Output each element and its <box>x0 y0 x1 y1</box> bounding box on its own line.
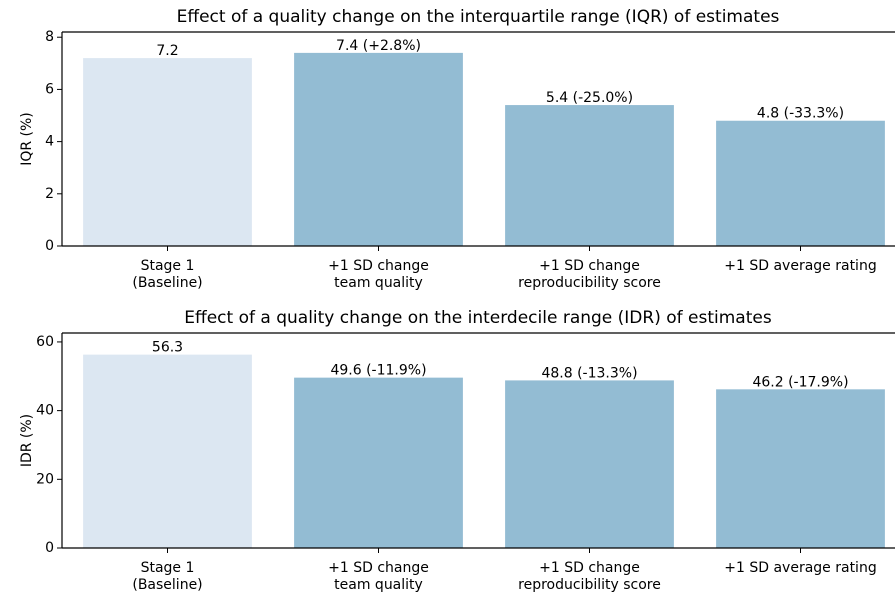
bar <box>716 389 885 548</box>
data-label: 46.2 (-17.9%) <box>752 374 848 390</box>
x-tick-label: +1 SD average rating <box>724 560 876 576</box>
y-tick-label: 6 <box>45 81 54 97</box>
y-tick-label: 0 <box>45 238 54 254</box>
x-tick-label: +1 SD average rating <box>724 258 876 274</box>
x-tick-label: team quality <box>334 577 423 593</box>
x-tick-label: Stage 1 <box>141 258 195 274</box>
x-tick-label: reproducibility score <box>518 577 661 593</box>
bar <box>505 380 674 548</box>
data-label: 7.2 <box>156 43 178 59</box>
x-tick-label: reproducibility score <box>518 275 661 291</box>
x-tick-label: +1 SD change <box>328 258 429 274</box>
bar <box>294 377 463 548</box>
x-tick-label: team quality <box>334 275 423 291</box>
bar <box>716 120 885 246</box>
data-label: 56.3 <box>152 340 183 356</box>
data-label: 48.8 (-13.3%) <box>541 365 637 381</box>
bar <box>294 52 463 246</box>
x-tick-label: (Baseline) <box>132 577 202 593</box>
chart-title: Effect of a quality change on the interd… <box>184 308 772 328</box>
data-label: 5.4 (-25.0%) <box>546 90 633 106</box>
bar <box>505 105 674 246</box>
y-axis-label: IDR (%) <box>19 414 35 467</box>
bar <box>83 354 252 548</box>
bar <box>83 58 252 246</box>
y-tick-label: 60 <box>36 334 54 350</box>
y-tick-label: 8 <box>45 29 54 45</box>
x-tick-label: +1 SD change <box>328 560 429 576</box>
x-tick-label: +1 SD change <box>539 560 640 576</box>
y-tick-label: 4 <box>45 134 54 150</box>
y-axis-label: IQR (%) <box>19 112 35 166</box>
data-label: 7.4 (+2.8%) <box>336 38 421 54</box>
x-tick-label: (Baseline) <box>132 275 202 291</box>
x-tick-label: +1 SD change <box>539 258 640 274</box>
y-tick-label: 40 <box>36 403 54 419</box>
data-label: 49.6 (-11.9%) <box>330 363 426 379</box>
chart-title: Effect of a quality change on the interq… <box>177 7 780 27</box>
x-tick-label: Stage 1 <box>141 560 195 576</box>
y-tick-label: 20 <box>36 471 54 487</box>
data-label: 4.8 (-33.3%) <box>757 106 844 122</box>
y-tick-label: 0 <box>45 540 54 556</box>
y-tick-label: 2 <box>45 186 54 202</box>
